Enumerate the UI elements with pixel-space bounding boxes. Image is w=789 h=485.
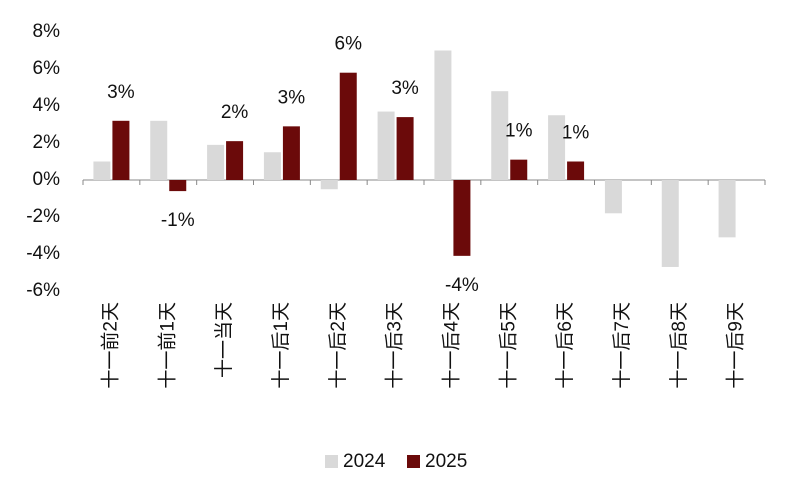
bar [604, 180, 622, 214]
bar [377, 111, 395, 180]
y-tick-label: -6% [26, 280, 60, 301]
data-label: 6% [335, 34, 363, 55]
data-label: 3% [107, 82, 135, 103]
bar [453, 180, 471, 256]
legend-swatch [407, 455, 420, 468]
bar [226, 141, 244, 180]
data-label: -4% [445, 275, 479, 296]
bar [339, 72, 357, 180]
x-tick-label: 十一后7天 [611, 302, 633, 389]
x-tick-label: 十一前2天 [99, 302, 121, 389]
x-tick-label: 十一当天 [213, 302, 235, 378]
legend-label: 2025 [425, 451, 467, 472]
y-tick-label: 2% [33, 132, 61, 153]
y-tick-label: -4% [26, 243, 60, 264]
bar [491, 91, 509, 180]
x-tick-label: 十一后9天 [725, 302, 747, 389]
data-label: 1% [505, 121, 533, 142]
y-tick-label: 8% [33, 21, 61, 42]
x-tick-label: 十一后4天 [440, 302, 462, 389]
y-tick-label: 0% [33, 169, 61, 190]
bar [150, 120, 168, 180]
bar [434, 50, 452, 180]
x-tick-label: 十一后2天 [327, 302, 349, 389]
data-label: 3% [278, 87, 306, 108]
x-tick-label: 十一后6天 [554, 302, 576, 389]
bar [661, 180, 679, 267]
bar [169, 180, 187, 192]
bar [263, 152, 281, 180]
legend-label: 2024 [343, 451, 386, 472]
bar [282, 126, 300, 180]
bar [320, 180, 338, 190]
x-tick-label: 十一前1天 [156, 302, 178, 389]
bar [93, 161, 111, 180]
bar [718, 180, 736, 238]
bar [548, 115, 566, 180]
x-tick-label: 十一后8天 [668, 302, 690, 389]
bar [396, 117, 414, 180]
y-tick-label: 6% [33, 58, 61, 79]
x-tick-label: 十一后5天 [497, 302, 519, 389]
data-label: -1% [161, 210, 195, 231]
y-tick-label: -2% [26, 206, 60, 227]
bar [207, 144, 225, 180]
data-label: 1% [562, 123, 590, 144]
x-tick-label: 十一后1天 [270, 302, 292, 389]
y-tick-label: 4% [33, 95, 61, 116]
bar [112, 120, 130, 180]
bar [567, 161, 585, 180]
legend-swatch [325, 455, 338, 468]
bar [510, 159, 528, 180]
x-tick-label: 十一后3天 [384, 302, 406, 389]
data-label: 3% [391, 78, 419, 99]
data-label: 2% [221, 102, 249, 123]
